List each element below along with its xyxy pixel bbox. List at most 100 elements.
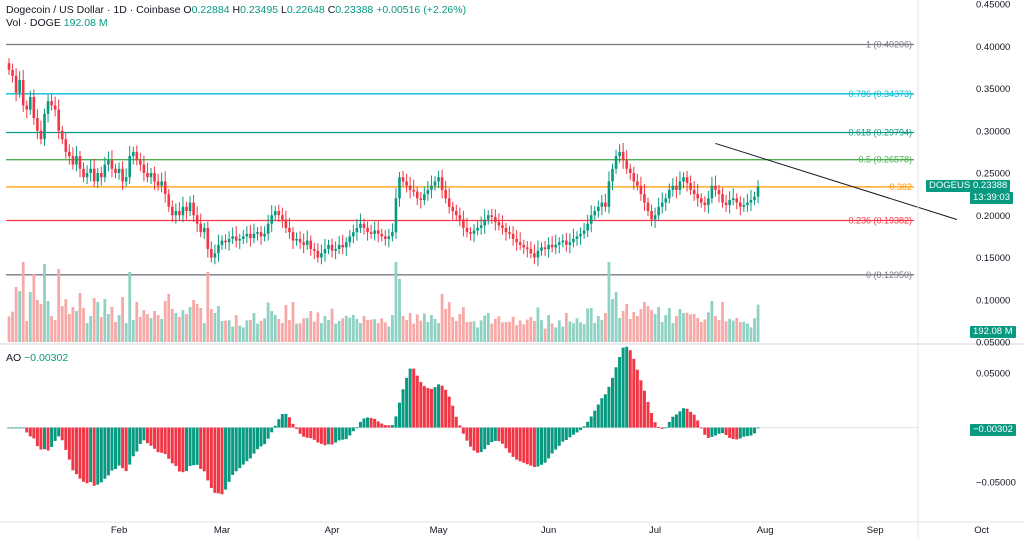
ao-bar — [344, 427, 348, 440]
ao-bar — [121, 427, 125, 469]
candle-body — [36, 118, 39, 131]
candle-body — [650, 211, 653, 220]
volume-bar — [25, 321, 29, 342]
volume-bar — [454, 321, 458, 342]
volume-bar — [348, 317, 352, 342]
ao-legend: AO −0.00302 — [6, 352, 68, 364]
volume-bar — [241, 327, 245, 342]
candle-body — [53, 105, 57, 110]
ao-bar — [355, 427, 359, 429]
candle-body — [394, 198, 398, 233]
open-label: O — [183, 4, 192, 16]
ao-bar — [713, 427, 717, 436]
symbol-title[interactable]: Dogecoin / US Dollar · 1D · Coinbase — [6, 4, 181, 16]
ao-bar — [674, 414, 678, 428]
volume-label[interactable]: Vol · DOGE — [6, 17, 61, 29]
volume-bar — [341, 318, 345, 342]
candle-body — [135, 151, 139, 161]
volume-bar — [525, 319, 529, 342]
ao-bar — [678, 411, 682, 428]
candle-body — [359, 223, 362, 228]
volume-bar — [714, 316, 717, 342]
candle-body — [703, 202, 707, 206]
volume-bar — [696, 318, 700, 342]
volume-bar — [589, 308, 593, 342]
fib-level-label: 0.786 (0.34373) — [848, 89, 912, 99]
candle-body — [245, 233, 249, 237]
ao-bar — [224, 427, 228, 490]
ao-bar — [309, 427, 313, 439]
ao-bar — [603, 394, 607, 428]
close-label: C — [327, 4, 336, 16]
month-label: Sep — [867, 525, 884, 536]
candle-body — [419, 198, 423, 201]
candle-body — [362, 223, 366, 228]
trendline[interactable] — [715, 142, 958, 220]
ao-bar — [195, 427, 199, 465]
candle-body — [295, 238, 298, 241]
ao-label[interactable]: AO — [6, 352, 22, 364]
month-label: Mar — [214, 525, 230, 536]
chart-legend: Dogecoin / US Dollar · 1D · Coinbase O0.… — [6, 4, 466, 30]
ao-bar — [518, 427, 522, 462]
candle-body — [426, 189, 430, 195]
ao-bar — [138, 427, 142, 444]
candle-body — [82, 168, 85, 178]
ao-bar — [600, 398, 604, 428]
ao-bar — [67, 427, 71, 460]
volume-bar — [678, 309, 682, 342]
ao-bar — [142, 427, 146, 441]
month-label: Jun — [541, 525, 556, 536]
ao-bar — [511, 427, 515, 457]
ao-bar — [682, 408, 685, 428]
candle-body — [504, 227, 508, 233]
volume-bar — [114, 322, 117, 342]
candle-body — [618, 151, 621, 157]
volume-bar — [671, 323, 675, 342]
candle-body — [344, 242, 348, 248]
price-tag-countdown: 13:39:03 — [970, 192, 1013, 204]
volume-bar — [337, 321, 341, 342]
volume-bar — [447, 302, 451, 342]
month-label: May — [430, 525, 448, 536]
candle-body — [68, 151, 71, 157]
ao-bar — [596, 404, 600, 428]
ao-bar — [710, 427, 714, 437]
ao-bar — [96, 427, 100, 485]
volume-bar — [593, 323, 597, 342]
candle-body — [543, 247, 547, 250]
time-axis[interactable]: Feb Mar Apr May Jun Jul Aug Sep Oct — [111, 525, 990, 536]
ao-bar — [284, 413, 288, 428]
candle-body — [323, 249, 327, 254]
volume-bar — [302, 318, 306, 342]
ao-bar — [241, 427, 245, 465]
price-tag-ticker: DOGEUSD — [926, 180, 981, 192]
ao-bar — [422, 386, 426, 428]
ao-bar — [618, 357, 622, 428]
candle-body — [589, 215, 593, 224]
volume-bar — [518, 320, 522, 342]
fib-level-label: 0.5 (0.26578) — [858, 155, 912, 165]
volume-bars — [7, 262, 760, 342]
candle-body — [89, 168, 92, 173]
volume-bar — [568, 321, 572, 342]
volume-bar — [557, 320, 561, 342]
ao-bar — [14, 427, 18, 429]
ao-bar — [554, 427, 558, 450]
volume-bar — [522, 324, 526, 342]
volume-bar — [217, 306, 220, 342]
volume-bar — [18, 291, 22, 342]
ao-bar — [508, 427, 512, 453]
ao-bar — [540, 427, 543, 465]
ao-bar — [429, 388, 433, 428]
ao-bar — [703, 427, 707, 435]
ao-bar — [444, 389, 448, 428]
volume-bar — [181, 310, 185, 342]
volume-bar — [419, 320, 423, 342]
ao-bar — [85, 427, 89, 484]
candle-body — [479, 225, 483, 228]
volume-bar — [259, 321, 263, 342]
candle-body — [153, 173, 156, 182]
